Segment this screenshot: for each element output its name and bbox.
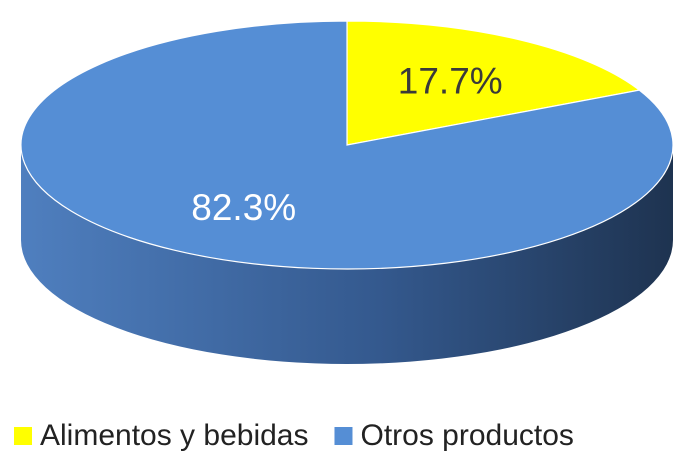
pie-slice (20, 20, 673, 270)
data-label: 82.3% (191, 187, 296, 228)
data-label: 17.7% (398, 61, 503, 102)
pie-side (21, 145, 673, 364)
pie: 17.7% 82.3% (20, 20, 673, 364)
legend: Alimentos y bebidas Otros productos (14, 419, 574, 452)
legend-label: Otros productos (360, 419, 573, 452)
legend-swatch (14, 427, 32, 445)
legend-swatch (334, 427, 353, 445)
pie-slice (346, 20, 641, 146)
legend-label: Alimentos y bebidas (40, 419, 308, 452)
